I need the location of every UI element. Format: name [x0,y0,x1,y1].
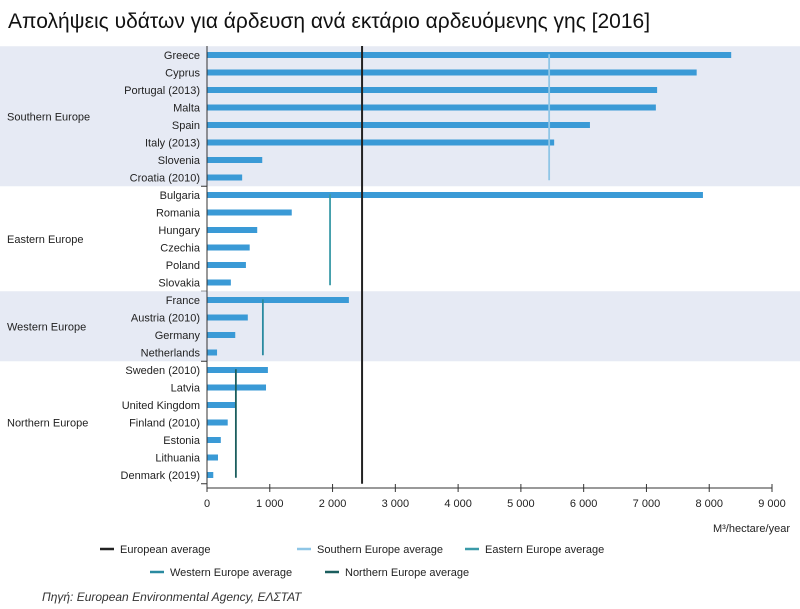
legend-label: Western Europe average [170,567,292,579]
country-label: Germany [155,330,201,342]
bar [207,244,250,251]
region-label: Western Europe [7,321,86,333]
bar [207,367,268,373]
source-note: Πηγή: European Environmental Agency, ΕΛΣ… [42,590,303,604]
bar [207,69,697,76]
x-tick-label: 2 000 [319,498,347,510]
bar [207,419,228,426]
bar [207,472,214,478]
legend-label: Eastern Europe average [485,544,604,556]
bar [207,349,218,356]
bar [207,52,732,58]
legend-label: European average [120,544,211,556]
country-label: Italy (2013) [145,138,200,150]
country-label: Austria (2010) [131,313,200,325]
legend-label: Northern Europe average [345,567,469,579]
region-label: Northern Europe [7,418,88,430]
bar [207,437,221,443]
country-label: Portugal (2013) [124,85,200,97]
bar [207,174,243,181]
bar [207,402,236,408]
country-label: Slovenia [158,155,201,167]
bar [207,332,236,338]
x-tick-label: 1 000 [256,498,284,510]
x-tick-label: 6 000 [570,498,598,510]
x-tick-label: 4 000 [444,498,472,510]
bar [207,122,590,128]
country-label: Hungary [158,225,200,237]
country-label: Lithuania [155,453,201,465]
region-label: Eastern Europe [7,234,83,246]
bar [207,192,703,198]
country-label: Sweden (2010) [125,365,200,377]
country-label: Cyprus [165,68,200,80]
bar [207,104,656,111]
country-label: Estonia [163,435,201,447]
bar [207,297,349,303]
x-tick-label: 3 000 [382,498,410,510]
country-label: Poland [166,260,200,272]
region-band [0,291,800,362]
bar [207,454,218,461]
bar [207,227,258,233]
country-label: Latvia [171,383,201,395]
country-label: Spain [172,120,200,132]
bar [207,279,231,286]
country-label: France [166,295,200,307]
bar [207,139,555,146]
bar [207,87,658,93]
bar [207,262,246,268]
country-label: Bulgaria [160,190,201,202]
bar [207,157,263,163]
legend-label: Southern Europe average [317,544,443,556]
country-label: Malta [173,103,201,115]
country-label: Croatia (2010) [130,173,200,185]
country-label: United Kingdom [122,400,200,412]
bar [207,209,292,216]
country-label: Greece [164,50,200,62]
country-label: Denmark (2019) [121,470,200,482]
chart-title: Απολήψεις υδάτων για άρδευση ανά εκτάριο… [8,10,650,33]
x-tick-label: 7 000 [633,498,661,510]
country-label: Czechia [160,243,201,255]
bar [207,314,248,321]
country-label: Romania [156,208,201,220]
country-label: Finland (2010) [129,418,200,430]
x-tick-label: 0 [204,498,210,510]
country-label: Netherlands [141,348,201,360]
x-tick-label: 8 000 [695,498,723,510]
region-band [0,46,800,187]
country-label: Slovakia [158,278,200,290]
region-label: Southern Europe [7,111,90,123]
x-tick-label: 9 000 [758,498,786,510]
x-tick-label: 5 000 [507,498,535,510]
x-axis-label: M³/hectare/year [713,523,790,535]
